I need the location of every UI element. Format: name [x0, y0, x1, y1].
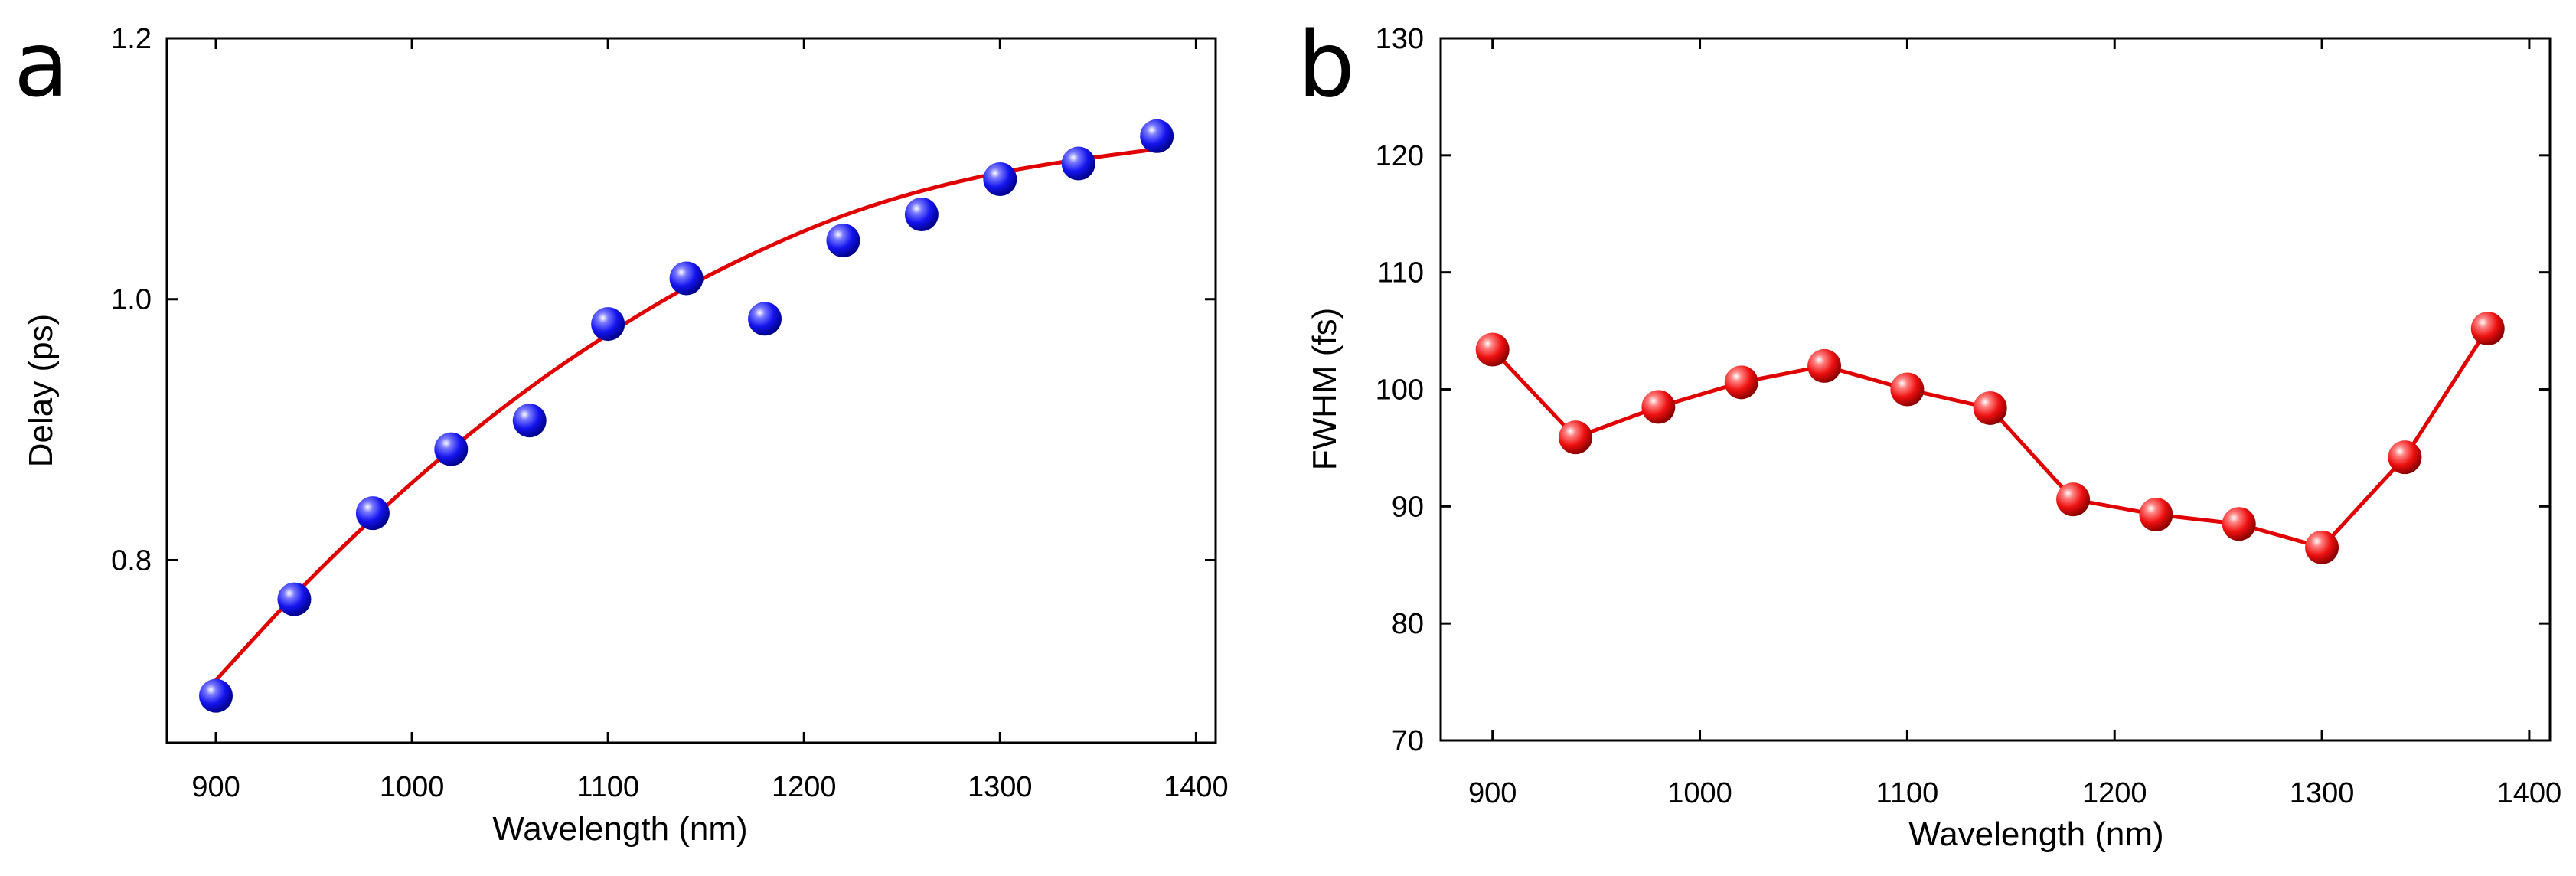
- x-tick-label-b: 1200: [2082, 777, 2147, 809]
- y-ticks-a: 0.8 1.0 1.2: [111, 23, 1216, 577]
- panel-label-b: b: [1298, 11, 1355, 117]
- y-ticks-b: 70 80 90 100 110 120 130: [1376, 23, 2550, 757]
- fit-curve-a: [214, 147, 1157, 682]
- x-axis-title-b: Wavelength (nm): [1908, 816, 2163, 853]
- data-point-a: [277, 582, 312, 616]
- plot-frame-a: [165, 37, 1217, 744]
- data-point-a: [199, 678, 233, 713]
- x-tick-label-b: 1400: [2497, 777, 2562, 809]
- x-tick-label-b: 1300: [2290, 777, 2355, 809]
- x-tick-label-a: 1400: [1164, 771, 1229, 803]
- x-tick-label-a: 1300: [968, 771, 1033, 803]
- data-point-a: [1061, 146, 1095, 181]
- panel-label-a: a: [14, 11, 69, 117]
- data-point-b: [2139, 498, 2173, 532]
- y-tick-label-b: 130: [1376, 23, 1424, 55]
- x-ticks-b: 900 1000 1100 1200 1300 1400: [1468, 38, 2561, 809]
- x-tick-label-a: 1200: [772, 771, 837, 803]
- y-axis-title-a: Delay (ps): [22, 314, 60, 468]
- data-point-a: [748, 302, 782, 336]
- x-tick-label-a: 1000: [380, 771, 445, 803]
- y-tick-label-b: 110: [1377, 257, 1424, 289]
- y-tick-label-b: 70: [1392, 725, 1424, 757]
- y-tick-label-b: 120: [1376, 140, 1424, 172]
- data-point-b: [2222, 507, 2256, 541]
- data-point-b: [1724, 365, 1758, 400]
- data-point-a: [826, 224, 860, 258]
- data-points-a: [199, 119, 1174, 713]
- data-point-b: [2305, 530, 2339, 564]
- data-point-b: [2056, 482, 2091, 517]
- data-point-b: [1807, 348, 1842, 383]
- data-point-a: [591, 307, 625, 342]
- data-point-a: [669, 261, 704, 296]
- data-point-a: [983, 162, 1017, 196]
- data-point-a: [434, 432, 469, 466]
- data-point-a: [904, 198, 939, 231]
- y-tick-label-a: 1.0: [111, 284, 152, 316]
- y-tick-label-a: 0.8: [111, 544, 152, 577]
- data-points-b: [1475, 312, 2505, 564]
- panel-b: b 70 80 90 100 110 120 130 900 1000 1100 1200 1300…: [1298, 11, 2561, 853]
- data-point-b: [1641, 390, 1676, 424]
- data-point-b: [1475, 332, 1510, 367]
- x-tick-label-a: 1100: [576, 771, 639, 803]
- data-point-b: [1973, 391, 2007, 425]
- x-tick-label-b: 1100: [1876, 777, 1939, 809]
- data-point-b: [2388, 440, 2422, 475]
- plot-frame-b: [1439, 37, 2552, 742]
- data-point-b: [1559, 420, 1593, 455]
- y-tick-label-a: 1.2: [111, 23, 152, 55]
- series-line-b: [1490, 327, 2489, 550]
- x-tick-label-b: 1000: [1667, 777, 1732, 809]
- y-tick-label-b: 80: [1392, 608, 1424, 640]
- data-point-a: [512, 404, 547, 438]
- x-tick-label-b: 900: [1468, 777, 1517, 809]
- y-axis-title-b: FWHM (fs): [1306, 308, 1344, 471]
- y-tick-label-b: 100: [1376, 374, 1424, 407]
- x-ticks-a: 900 1000 1100 1200 1300 1400: [191, 38, 1229, 803]
- data-point-a: [355, 496, 390, 531]
- data-point-b: [2470, 312, 2505, 346]
- x-tick-label-a: 900: [191, 771, 240, 803]
- data-point-a: [1140, 119, 1174, 153]
- x-axis-title-a: Wavelength (nm): [492, 810, 747, 848]
- data-point-b: [1890, 372, 1925, 407]
- panel-a: a 0.8 1.0 1.2 900 1000 1100 1200 1300 1400 Wave…: [14, 11, 1229, 848]
- y-tick-label-b: 90: [1392, 491, 1424, 523]
